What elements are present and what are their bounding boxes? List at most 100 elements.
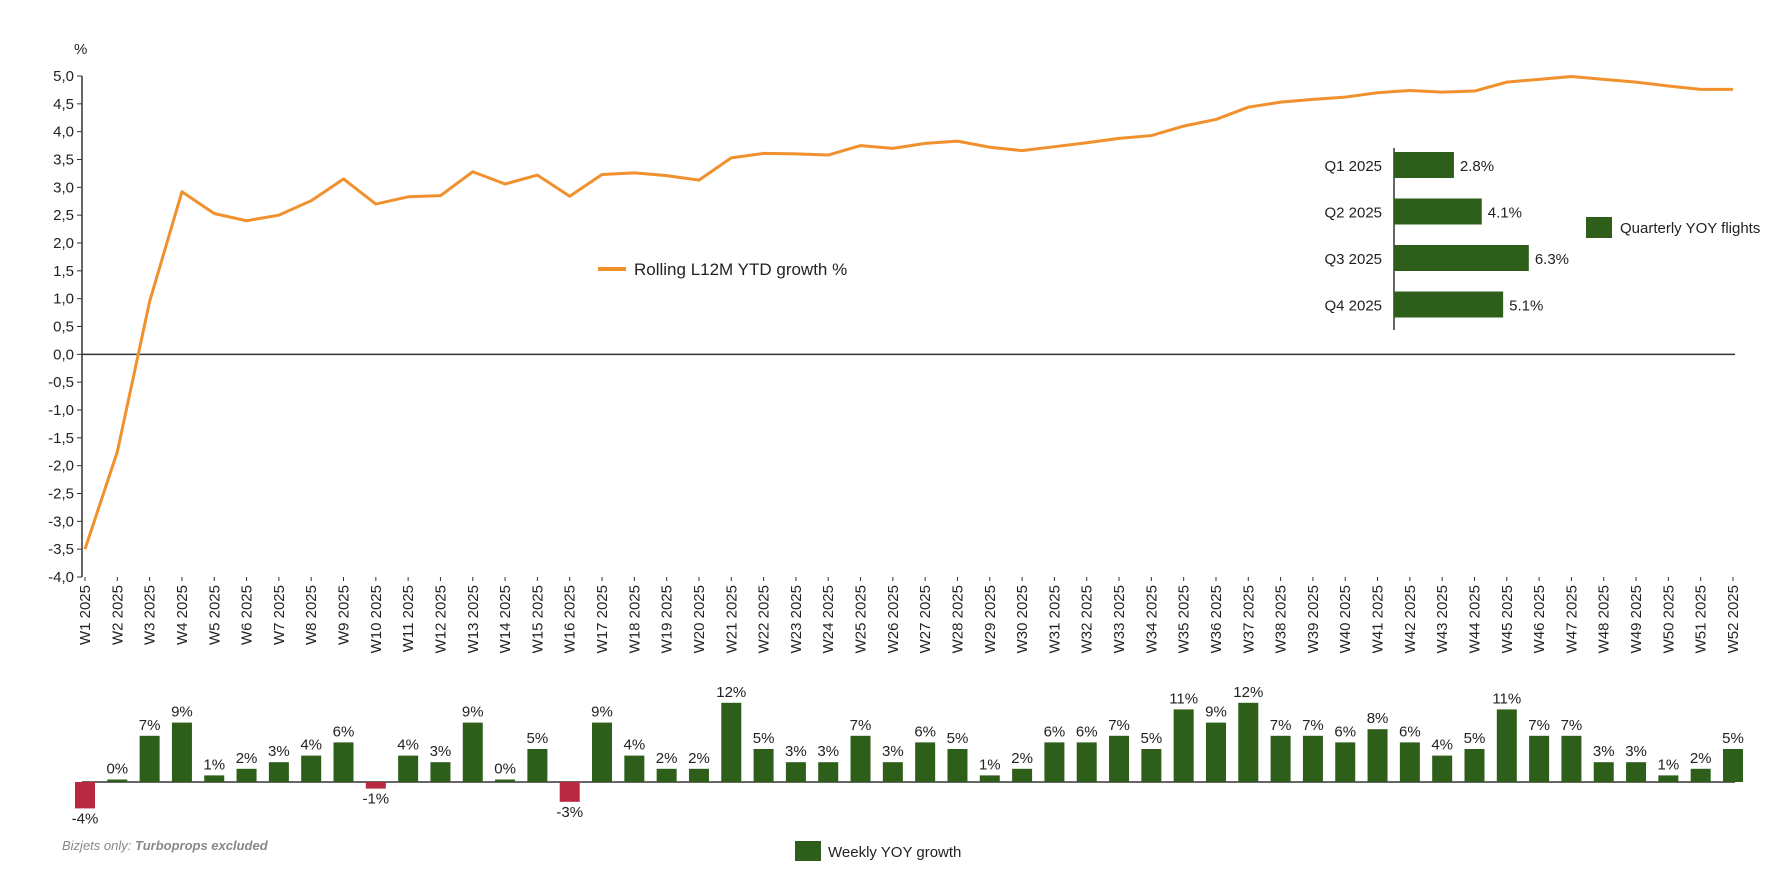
weekly-value-label: 7% [1270,717,1292,734]
weekly-bar [1723,749,1743,782]
weekly-bar [1399,742,1420,782]
x-tick-label: W52 2025 [1725,585,1742,653]
weekly-value-label: 6% [333,723,355,740]
x-tick-label: W50 2025 [1660,585,1677,653]
weekly-value-label: 9% [1205,704,1227,721]
weekly-value-label: 7% [1108,717,1130,734]
x-tick-label: W7 2025 [271,585,288,645]
weekly-bar [1529,735,1550,782]
weekly-value-label: 2% [236,750,258,767]
quarterly-bar [1394,245,1529,271]
quarterly-category-label: Q4 2025 [1324,298,1382,315]
weekly-value-label: -4% [72,810,99,827]
weekly-bar [624,755,645,782]
weekly-value-label: 0% [106,761,128,778]
weekly-bar [333,742,354,782]
x-tick-label: W5 2025 [206,585,223,645]
weekly-value-label: 3% [785,743,807,760]
x-tick-label: W27 2025 [917,585,934,653]
weekly-bar [785,762,806,782]
weekly-bar [1593,762,1614,782]
weekly-value-label: 6% [914,723,936,740]
x-tick-label: W36 2025 [1208,585,1225,653]
x-tick-label: W24 2025 [820,585,837,653]
quarterly-legend-swatch [1586,217,1612,238]
weekly-value-label: 4% [1431,737,1453,754]
weekly-bar [1238,702,1259,782]
weekly-value-label: 3% [268,743,290,760]
weekly-legend: Weekly YOY growth [795,841,961,861]
weekly-bar [107,779,128,782]
x-tick-label: W12 2025 [432,585,449,653]
weekly-bar [139,735,160,782]
weekly-bar [204,775,225,782]
weekly-value-label: 5% [1141,730,1163,747]
weekly-bar [301,755,322,782]
weekly-bar [947,749,968,782]
weekly-bar [1270,735,1291,782]
y-tick-label: -2,5 [48,486,74,503]
weekly-bar [753,749,774,782]
weekly-bar [462,722,483,782]
x-tick-label: W35 2025 [1176,585,1193,653]
weekly-value-label: 3% [817,743,839,760]
weekly-value-label: 3% [1593,743,1615,760]
weekly-bar [1012,768,1033,782]
weekly-value-label: 11% [1492,690,1521,707]
weekly-value-label: 2% [688,750,710,767]
y-tick-label: -4,0 [48,569,74,586]
x-tick-label: W26 2025 [885,585,902,653]
x-tick-label: W20 2025 [691,585,708,653]
weekly-value-label: 3% [430,743,452,760]
x-tick-label: W46 2025 [1531,585,1548,653]
weekly-value-label: 6% [1044,723,1066,740]
x-tick-label: W10 2025 [368,585,385,653]
x-tick-label: W28 2025 [949,585,966,653]
weekly-value-label: -3% [556,804,583,821]
y-tick-label: 3,0 [53,179,74,196]
x-tick-label: W42 2025 [1402,585,1419,653]
x-axis: W1 2025 W2 2025 W3 2025 W4 2025 W5 2025 W6 20… [77,577,1742,653]
x-tick-label: W6 2025 [239,585,256,645]
x-tick-label: W16 2025 [562,585,579,653]
x-tick-label: W29 2025 [982,585,999,653]
weekly-bar [1496,709,1517,782]
quarterly-bar [1394,152,1454,178]
x-tick-label: W30 2025 [1014,585,1031,653]
weekly-bar [1561,735,1582,782]
weekly-bar [979,775,1000,782]
weekly-bar [1335,742,1356,782]
weekly-bar [1464,749,1485,782]
weekly-value-label: 7% [1561,717,1583,734]
x-tick-label: W8 2025 [303,585,320,645]
weekly-bar [882,762,903,782]
weekly-bar [721,702,742,782]
weekly-value-label: 5% [1464,730,1486,747]
quarterly-legend: Quarterly YOY flights [1586,217,1760,238]
x-tick-label: W43 2025 [1434,585,1451,653]
weekly-value-label: 7% [1528,717,1550,734]
weekly-bar [1205,722,1226,782]
y-tick-label: -1,5 [48,430,74,447]
y-tick-label: 1,5 [53,263,74,280]
footnote: Bizjets only: Turboprops excluded [62,838,269,853]
x-tick-label: W4 2025 [174,585,191,645]
y-tick-label: -3,0 [48,513,74,530]
quarterly-category-label: Q3 2025 [1324,251,1382,268]
y-tick-label: 2,0 [53,235,74,252]
y-tick-label: 5,0 [53,68,74,85]
weekly-bar [1367,729,1388,782]
weekly-bar [268,762,289,782]
y-tick-label: 0,0 [53,346,74,363]
x-tick-label: W37 2025 [1240,585,1257,653]
x-tick-label: W21 2025 [723,585,740,653]
y-tick-label: 4,0 [53,124,74,141]
y-tick-label: 0,5 [53,319,74,336]
weekly-bar [236,768,257,782]
x-tick-label: W49 2025 [1628,585,1645,653]
x-tick-label: W48 2025 [1596,585,1613,653]
x-tick-label: W15 2025 [529,585,546,653]
weekly-value-label: 5% [947,730,969,747]
weekly-value-label: 3% [882,743,904,760]
